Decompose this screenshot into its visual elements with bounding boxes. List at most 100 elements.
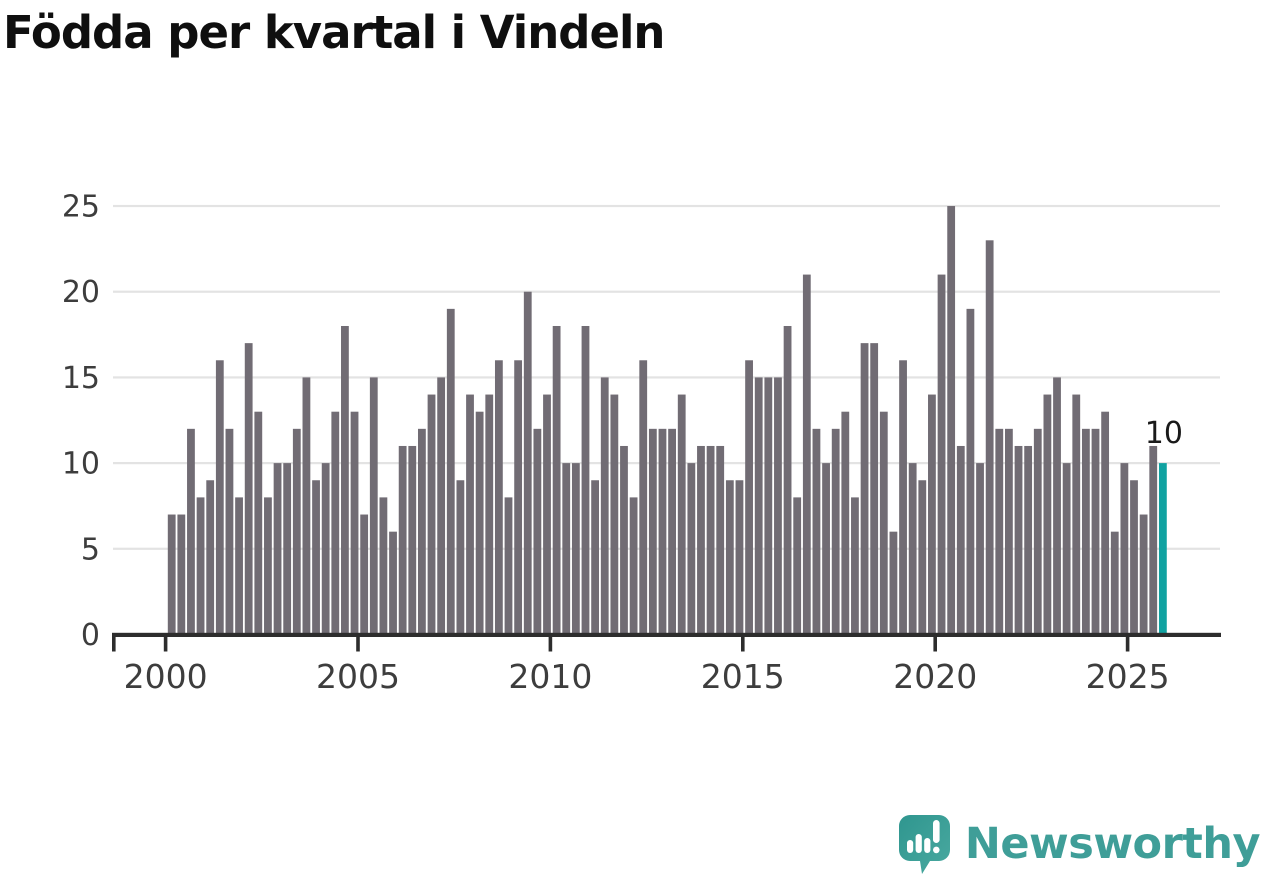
bar [976, 463, 984, 635]
bar [485, 394, 494, 635]
axis-tick [1125, 636, 1130, 652]
bar [292, 428, 301, 635]
bar [225, 428, 234, 635]
bar [928, 394, 936, 635]
bar-highlighted [1158, 463, 1167, 635]
bar [475, 411, 484, 635]
y-tick-label: 5 [81, 532, 100, 567]
bar [581, 325, 590, 635]
bar [620, 445, 628, 635]
y-tick-label: 25 [62, 190, 100, 225]
bar [629, 497, 638, 635]
axis-tick [933, 636, 937, 652]
bar [908, 463, 917, 635]
x-tick-label: 2010 [508, 657, 592, 696]
bar [273, 463, 282, 635]
bar [1053, 377, 1061, 635]
bar [1033, 428, 1042, 635]
axis-tick [356, 636, 360, 652]
bar [764, 377, 773, 635]
bar [321, 463, 330, 635]
bar [369, 377, 378, 635]
newsworthy-logo-icon [898, 815, 950, 874]
bar [1072, 394, 1081, 635]
bar [639, 360, 648, 635]
bar [793, 497, 802, 635]
bar [543, 394, 551, 635]
bar [1101, 411, 1110, 635]
axis-tick [548, 636, 553, 652]
bar [985, 240, 994, 636]
bar [533, 428, 542, 635]
x-tick-label: 2015 [701, 657, 785, 696]
bar [1005, 428, 1013, 635]
bar [802, 274, 811, 635]
bar [706, 445, 715, 635]
logo-bar-medium [924, 838, 931, 853]
bar [966, 308, 975, 635]
gridline [113, 204, 1220, 208]
bar [350, 411, 359, 635]
bar [187, 428, 195, 635]
bar [254, 411, 263, 635]
bar [494, 360, 503, 635]
gridline [113, 462, 1220, 465]
bar [379, 497, 388, 635]
bar [1149, 445, 1158, 635]
bar [754, 377, 763, 635]
bar [783, 325, 792, 635]
x-tick-label: 2025 [1086, 657, 1170, 696]
axis-tick [163, 636, 168, 652]
bar [1120, 463, 1129, 635]
y-tick-label: 0 [81, 618, 100, 653]
logo-exclamation-dot [932, 846, 940, 854]
bar [398, 445, 407, 635]
bar [360, 514, 369, 635]
bar [1062, 463, 1071, 635]
x-tick-label: 2000 [124, 657, 208, 696]
logo-exclamation-bar [932, 820, 940, 843]
bar [283, 463, 292, 635]
bar [562, 463, 571, 635]
bar [610, 394, 619, 635]
bar [408, 445, 417, 635]
bar [899, 360, 907, 635]
bar [918, 480, 927, 635]
bar [956, 445, 965, 635]
bar [1110, 531, 1119, 635]
bar [504, 497, 513, 635]
x-tick-label: 2005 [316, 657, 400, 696]
bar [1081, 428, 1090, 635]
bar [668, 428, 676, 635]
bar [716, 445, 725, 635]
gridline [113, 376, 1220, 379]
y-tick-label: 15 [62, 361, 100, 396]
bar [735, 480, 744, 635]
bar [514, 360, 523, 635]
bar [860, 343, 869, 635]
bar [648, 428, 657, 635]
bar [995, 428, 1004, 635]
bar [947, 206, 956, 635]
bar [331, 411, 340, 635]
bar [244, 343, 253, 635]
bar [523, 291, 532, 635]
bar [1024, 445, 1033, 635]
bar [1139, 514, 1148, 635]
bar [841, 411, 850, 635]
bar [264, 497, 272, 635]
y-tick-label: 10 [62, 447, 100, 482]
y-tick-label: 20 [62, 275, 100, 310]
bar [687, 463, 696, 635]
bar [658, 428, 667, 635]
axis-tick [112, 636, 116, 652]
bar [1043, 394, 1052, 635]
bar [312, 480, 320, 635]
bar [196, 497, 205, 635]
bar [302, 377, 311, 635]
newsworthy-wordmark: Newsworthy [964, 818, 1261, 869]
bar [822, 463, 830, 635]
newsworthy-logo: Newsworthy [896, 812, 1261, 875]
